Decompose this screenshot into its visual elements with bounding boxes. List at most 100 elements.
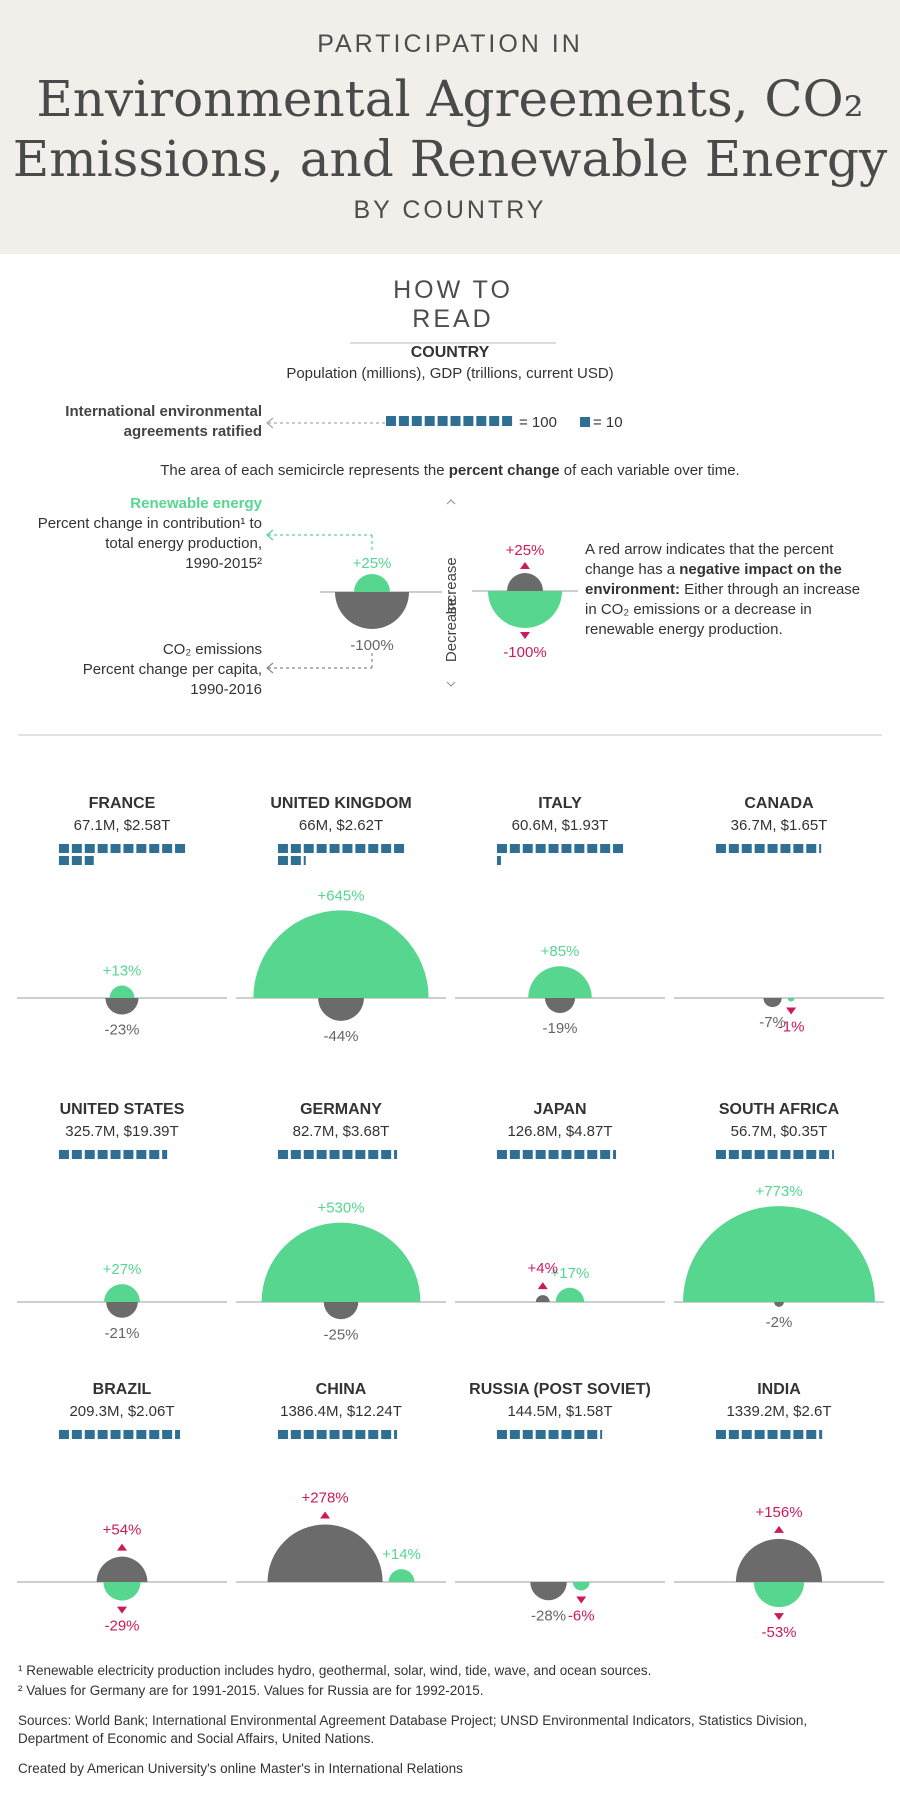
agreement-square: [741, 1430, 752, 1439]
agreement-partial-square: [819, 844, 822, 853]
agreement-partial-square: [600, 1430, 603, 1439]
agreement-square: [84, 1150, 95, 1159]
agreement-square: [548, 1430, 559, 1439]
negative-impact-arrow: [786, 1007, 797, 1015]
co2-label: -7%: [759, 1014, 786, 1031]
agreement-square: [793, 1430, 804, 1439]
header-kicker: PARTICIPATION IN: [317, 30, 583, 58]
agreement-square: [728, 1150, 739, 1159]
agreement-square: [535, 1430, 546, 1439]
legend-square: [450, 416, 461, 426]
agreement-square: [381, 844, 392, 853]
red-note-line-5: renewable energy production.: [585, 621, 783, 638]
agreement-square: [561, 1150, 572, 1159]
agreement-square: [741, 844, 752, 853]
agreement-square: [277, 1150, 288, 1159]
agreement-square: [277, 1430, 288, 1439]
renewable-semicircle: [683, 1206, 875, 1302]
country-info: 325.7M, $19.39T: [65, 1123, 178, 1140]
renewable-semicircle: [787, 998, 795, 1002]
agreement-square: [84, 844, 95, 853]
co2-label: -25%: [323, 1326, 358, 1343]
red-note-3b: Either through an increase: [680, 581, 861, 598]
co2-semicircle: [763, 998, 782, 1008]
legend-red-down-label: -100%: [503, 644, 546, 661]
sources-line-1: Sources: World Bank; International Envir…: [18, 1713, 808, 1728]
legend-co2-line-1: Percent change per capita,: [82, 661, 262, 678]
renewable-semicircle: [253, 910, 429, 998]
legend-red-down-arrow: [520, 632, 530, 639]
agreement-square: [793, 1150, 804, 1159]
agreement-square: [162, 844, 173, 853]
agreement-square: [71, 1150, 82, 1159]
legend-renewable-line-3: 1990-2015²: [185, 555, 262, 572]
agreement-square: [793, 844, 804, 853]
legend-red-note: A red arrow indicates that the percent c…: [585, 540, 885, 640]
red-note-line-4: in CO₂ emissions or a decrease in: [585, 601, 812, 618]
red-note-line-3: environment: Either through an increase: [585, 580, 885, 600]
co2-label: -19%: [542, 1020, 577, 1037]
agreement-square: [355, 1430, 366, 1439]
agreement-partial-square: [303, 856, 306, 865]
agreement-square: [394, 844, 405, 853]
agreement-square: [806, 1150, 817, 1159]
agreement-square: [754, 1150, 765, 1159]
agreement-square: [149, 844, 160, 853]
agreement-square: [819, 1150, 830, 1159]
legend-square: [476, 416, 487, 426]
agreement-square: [162, 1430, 173, 1439]
agreement-square: [561, 844, 572, 853]
agreement-square: [84, 1430, 95, 1439]
agreement-square: [355, 1150, 366, 1159]
legend-red-example-renewable: [488, 591, 562, 628]
agreement-square: [613, 844, 624, 853]
country-panel: CANADA 36.7M, $1.65T -1%-7%: [674, 795, 884, 1035]
agreement-square: [600, 1150, 611, 1159]
legend-square: [398, 416, 409, 426]
country-panel: FRANCE 67.1M, $2.58T +13% -23%: [17, 795, 227, 1039]
agreement-square: [715, 1430, 726, 1439]
renewable-semicircle: [528, 966, 592, 998]
co2-label: +278%: [302, 1489, 349, 1506]
country-name: UNITED KINGDOM: [270, 795, 411, 812]
renewable-label: +85%: [541, 943, 580, 960]
country-info: 66M, $2.62T: [299, 817, 383, 834]
legend-square: [489, 416, 500, 426]
agreement-square: [290, 856, 301, 865]
co2-label: -23%: [104, 1022, 139, 1039]
renewable-label: +17%: [551, 1265, 590, 1282]
legend-example-renewable: [354, 574, 390, 592]
legend-co2-title: CO₂ emissions: [162, 641, 262, 658]
agreement-square: [136, 1430, 147, 1439]
renewable-label: -53%: [761, 1624, 796, 1641]
title-line-2: Emissions, and Renewable Energy: [12, 130, 888, 188]
agreement-square: [277, 844, 288, 853]
renewable-label: -29%: [104, 1618, 139, 1635]
agreement-square: [342, 1430, 353, 1439]
agreement-square: [316, 1430, 327, 1439]
legend-area-note: The area of each semicircle represents t…: [0, 462, 900, 479]
red-note-line-2: change has a negative impact on the: [585, 560, 885, 580]
agreement-partial-square: [394, 1150, 398, 1159]
country-name: RUSSIA (POST SOVIET): [469, 1381, 651, 1398]
negative-impact-arrow: [576, 1596, 587, 1604]
agreement-square: [290, 844, 301, 853]
agreement-square: [509, 1150, 520, 1159]
country-name: BRAZIL: [93, 1381, 152, 1398]
agreement-square: [71, 844, 82, 853]
country-name: SOUTH AFRICA: [719, 1101, 840, 1118]
agreement-partial-square: [496, 856, 501, 865]
legend-agreements-arrow: [266, 417, 386, 429]
co2-label: -28%: [531, 1607, 566, 1624]
agreement-square: [290, 1430, 301, 1439]
agreement-square: [368, 1430, 379, 1439]
co2-semicircle: [544, 998, 576, 1014]
agreement-square: [110, 844, 121, 853]
country-name: ITALY: [538, 795, 582, 812]
agreement-square: [715, 1150, 726, 1159]
legend-square: [437, 416, 448, 426]
how-to-read-heading: HOW TO READ: [350, 276, 556, 344]
agreement-square: [535, 844, 546, 853]
co2-label: +54%: [103, 1522, 142, 1539]
legend-increase-label: Increase: [443, 557, 460, 615]
